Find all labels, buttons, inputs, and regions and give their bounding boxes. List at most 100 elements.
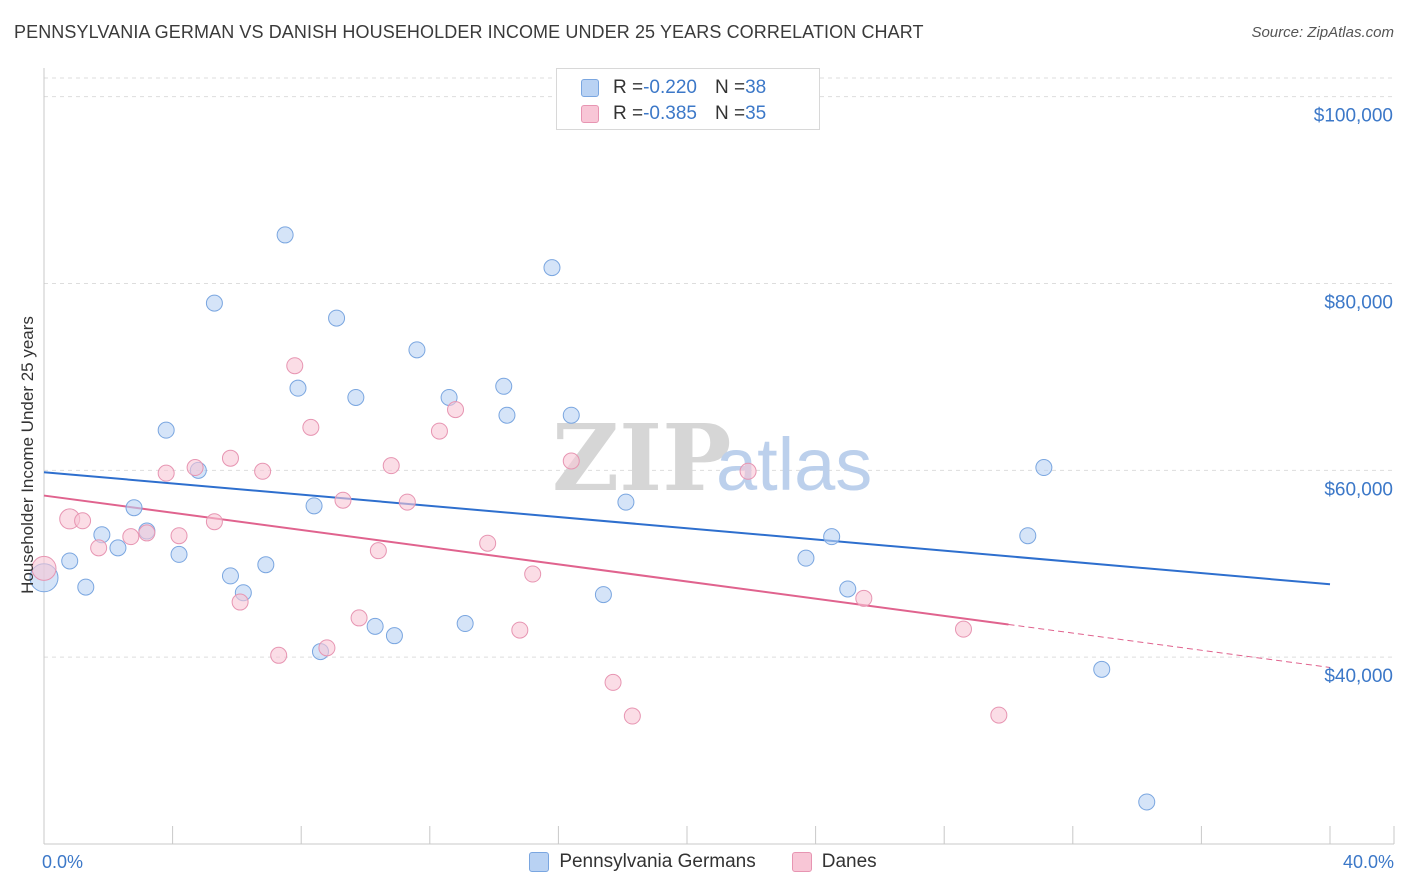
x-tick-min: 0.0% [42, 852, 84, 872]
point-danes [74, 512, 92, 530]
point-danes [254, 462, 272, 480]
point-pennsylvania-germans [328, 309, 346, 327]
source-label: Source: ZipAtlas.com [1251, 24, 1394, 41]
chart-title: PENNSYLVANIA GERMAN VS DANISH HOUSEHOLDE… [14, 22, 924, 42]
legend-item-pennsylvania-germans: Pennsylvania Germans [529, 851, 756, 873]
point-pennsylvania-germans [385, 627, 403, 645]
point-danes [318, 639, 336, 657]
watermark: ZIP atlas [552, 404, 872, 512]
point-pennsylvania-germans [1019, 527, 1037, 545]
r-label: R = [613, 77, 644, 98]
point-danes [90, 539, 108, 557]
point-danes [369, 542, 387, 560]
y-tick-label: $80,000 [1324, 293, 1393, 314]
grid-lines [44, 77, 1394, 658]
point-pennsylvania-germans [61, 552, 79, 570]
point-pennsylvania-germans [823, 528, 841, 546]
point-pennsylvania-germans [289, 379, 307, 397]
trendline-danes [1008, 623, 1331, 668]
point-pennsylvania-germans [109, 539, 127, 557]
point-pennsylvania-germans [562, 406, 580, 424]
point-danes [170, 527, 188, 545]
point-pennsylvania-germans [617, 493, 635, 511]
y-axis-label: Householder Income Under 25 years [18, 316, 37, 594]
watermark-atlas: atlas [716, 423, 872, 506]
point-pennsylvania-germans [276, 226, 294, 244]
legend-row-blue: R = -0.220 N = 38 [581, 76, 766, 100]
data-points [29, 226, 1156, 811]
point-pennsylvania-germans [125, 499, 143, 517]
n-value: 38 [745, 77, 767, 98]
trendline-danes [43, 494, 1009, 626]
point-danes [31, 555, 57, 581]
y-tick-label: $100,000 [1314, 106, 1393, 127]
point-danes [186, 459, 204, 477]
y-tick-labels: $40,000 $60,000 $80,000 $100,000 [1314, 106, 1393, 687]
point-pennsylvania-germans [456, 615, 474, 633]
trendlines [43, 471, 1331, 668]
point-danes [205, 513, 223, 531]
y-tick-label: $40,000 [1324, 666, 1393, 687]
r-value: -0.385 [643, 103, 697, 124]
point-pennsylvania-germans [498, 406, 516, 424]
point-danes [122, 528, 140, 546]
point-danes [350, 609, 368, 627]
point-danes [286, 357, 304, 375]
point-danes [334, 491, 352, 509]
pink-swatch [791, 852, 812, 872]
point-danes [221, 449, 239, 467]
blue-swatch [529, 852, 550, 872]
point-pennsylvania-germans [408, 341, 426, 359]
n-label: N = [714, 77, 746, 98]
point-danes [430, 422, 448, 440]
n-label: N = [714, 103, 746, 124]
legend-row-pink: R = -0.385 N = 35 [581, 102, 766, 126]
point-pennsylvania-germans [170, 545, 188, 563]
correlation-legend: R = -0.220 N = 38 R = -0.385 N = 35 [556, 68, 820, 130]
point-danes [855, 589, 873, 607]
n-value: 35 [745, 103, 767, 124]
point-danes [302, 418, 320, 436]
trendline-pennsylvania-germans [43, 471, 1331, 586]
point-danes [157, 464, 175, 482]
y-tick-label: $60,000 [1324, 479, 1393, 500]
point-danes [562, 452, 580, 470]
r-label: R = [613, 103, 644, 124]
point-danes [739, 462, 757, 480]
point-pennsylvania-germans [77, 578, 95, 596]
point-pennsylvania-germans [221, 567, 239, 585]
point-danes [138, 524, 156, 542]
point-pennsylvania-germans [797, 549, 815, 567]
r-value: -0.220 [643, 77, 697, 98]
point-pennsylvania-germans [157, 421, 175, 439]
point-danes [398, 493, 416, 511]
point-pennsylvania-germans [594, 586, 612, 604]
point-danes [270, 646, 288, 664]
point-pennsylvania-germans [495, 377, 513, 395]
point-danes [447, 401, 465, 419]
point-pennsylvania-germans [366, 617, 384, 635]
point-danes [382, 457, 400, 475]
axes [43, 68, 1395, 845]
point-danes [231, 593, 249, 611]
point-danes [479, 534, 497, 552]
legend-item-danes: Danes [791, 851, 877, 873]
point-pennsylvania-germans [305, 497, 323, 515]
point-danes [990, 706, 1008, 724]
x-tick-max: 40.0% [1342, 852, 1394, 872]
point-danes [524, 565, 542, 583]
legend-label: Danes [821, 851, 877, 872]
blue-swatch [581, 79, 599, 97]
point-pennsylvania-germans [347, 388, 365, 406]
series-legend: Pennsylvania Germans Danes [0, 851, 1406, 873]
point-danes [623, 707, 641, 725]
point-pennsylvania-germans [1093, 660, 1111, 678]
pink-swatch [581, 105, 599, 123]
point-danes [511, 621, 529, 639]
watermark-zip: ZIP [552, 404, 731, 512]
point-danes [954, 620, 972, 638]
point-pennsylvania-germans [205, 294, 223, 312]
legend-label: Pennsylvania Germans [559, 851, 756, 872]
point-pennsylvania-germans [839, 580, 857, 598]
